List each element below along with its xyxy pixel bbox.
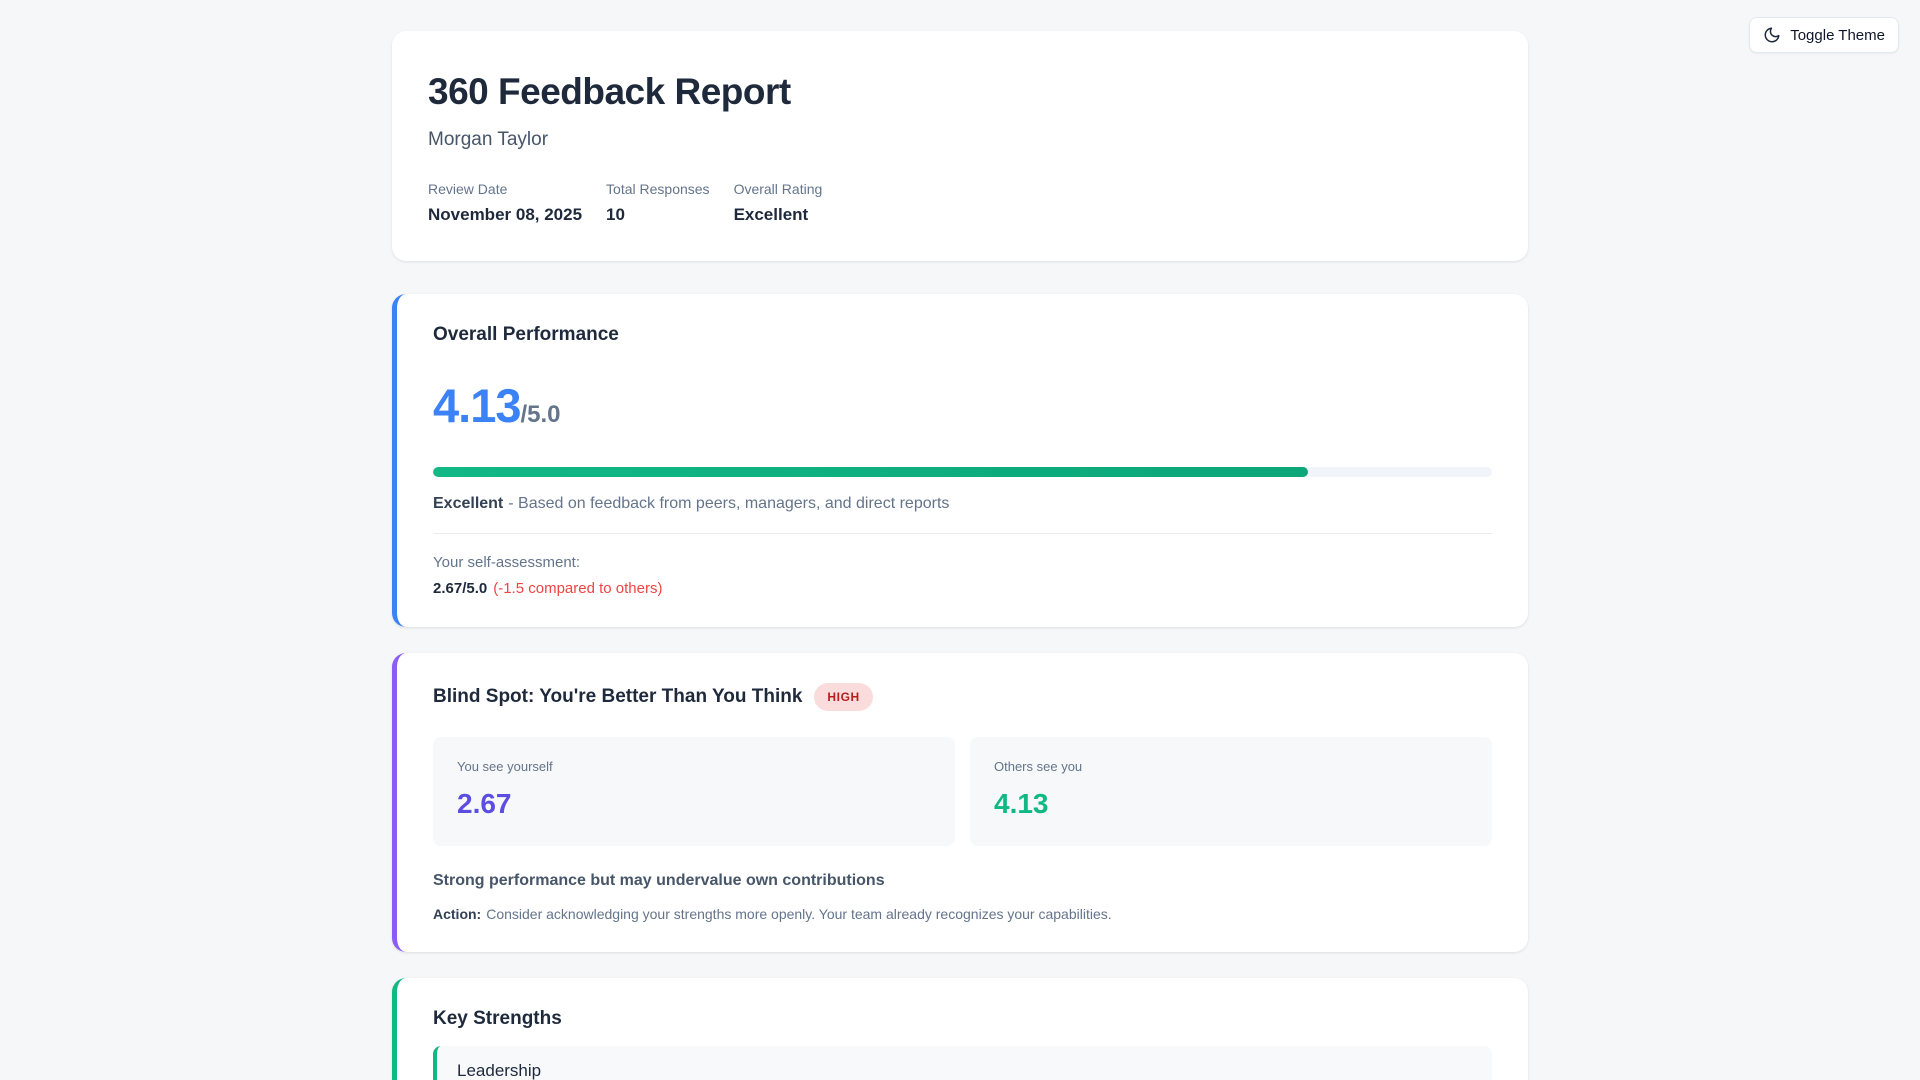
overall-score-value: 4.13 — [433, 379, 521, 432]
self-assessment-block: Your self-assessment: 2.67/5.0 (-1.5 comp… — [433, 533, 1492, 597]
meta-label: Total Responses — [606, 181, 710, 197]
blind-spot-title-row: Blind Spot: You're Better Than You Think… — [433, 683, 1492, 711]
self-assessment-line: 2.67/5.0 (-1.5 compared to others) — [433, 580, 1492, 597]
toggle-theme-button[interactable]: Toggle Theme — [1749, 17, 1899, 53]
action-text: Consider acknowledging your strengths mo… — [486, 906, 1112, 922]
overall-score-max: /5.0 — [520, 401, 561, 428]
meta-label: Overall Rating — [733, 181, 823, 197]
others-view-label: Others see you — [994, 759, 1083, 774]
perception-comparison: You see yourself 2.67 Others see you 4.1… — [433, 737, 1492, 846]
strength-name: Leadership — [457, 1061, 542, 1080]
key-strengths-card: Key Strengths Leadership Others' avg:4.3… — [392, 978, 1528, 1080]
toggle-theme-label: Toggle Theme — [1790, 26, 1885, 44]
self-gap-note: (-1.5 compared to others) — [493, 580, 663, 597]
rating-line: Excellent - Based on feedback from peers,… — [433, 495, 1492, 513]
self-assessment-label: Your self-assessment: — [433, 554, 581, 571]
self-score: 2.67/5.0 — [433, 580, 488, 597]
blind-spot-action: Action: Consider acknowledging your stren… — [433, 906, 1492, 922]
action-label: Action: — [433, 906, 482, 922]
report-header-card: 360 Feedback Report Morgan Taylor Review… — [392, 31, 1528, 261]
blind-spot-title: Blind Spot: You're Better Than You Think — [433, 686, 803, 707]
page-title: 360 Feedback Report — [428, 71, 791, 112]
report-meta-row: Review Date November 08, 2025 Total Resp… — [428, 181, 1492, 225]
overall-progress-fill — [433, 467, 1308, 477]
rating-label: Excellent — [433, 495, 504, 512]
blind-spot-card: Blind Spot: You're Better Than You Think… — [392, 653, 1528, 952]
key-strengths-title: Key Strengths — [433, 1008, 562, 1029]
overall-score: 4.13 /5.0 — [433, 378, 1492, 433]
meta-value: Excellent — [733, 205, 809, 224]
blind-spot-summary: Strong performance but may undervalue ow… — [433, 872, 885, 889]
meta-review-date: Review Date November 08, 2025 — [428, 181, 582, 225]
meta-label: Review Date — [428, 181, 508, 197]
self-view-label: You see yourself — [457, 759, 553, 774]
meta-value: November 08, 2025 — [428, 205, 583, 224]
subject-name: Morgan Taylor — [428, 129, 549, 150]
rating-description: - Based on feedback from peers, managers… — [508, 495, 950, 512]
report-page: 360 Feedback Report Morgan Taylor Review… — [392, 0, 1528, 1080]
others-view-value: 4.13 — [994, 788, 1049, 819]
meta-value: 10 — [606, 205, 625, 224]
overall-performance-title: Overall Performance — [433, 324, 619, 345]
self-view-value: 2.67 — [457, 788, 512, 819]
overall-performance-card: Overall Performance 4.13 /5.0 Excellent -… — [392, 294, 1528, 627]
meta-overall-rating: Overall Rating Excellent — [734, 181, 823, 225]
severity-badge: HIGH — [814, 683, 873, 711]
others-view-box: Others see you 4.13 — [970, 737, 1492, 846]
meta-total-responses: Total Responses 10 — [606, 181, 710, 225]
moon-icon — [1763, 26, 1781, 44]
strength-item-leadership: Leadership Others' avg:4.33/5.0| Self:2.… — [433, 1046, 1492, 1080]
self-view-box: You see yourself 2.67 — [433, 737, 955, 846]
overall-progress-bar — [433, 467, 1492, 477]
